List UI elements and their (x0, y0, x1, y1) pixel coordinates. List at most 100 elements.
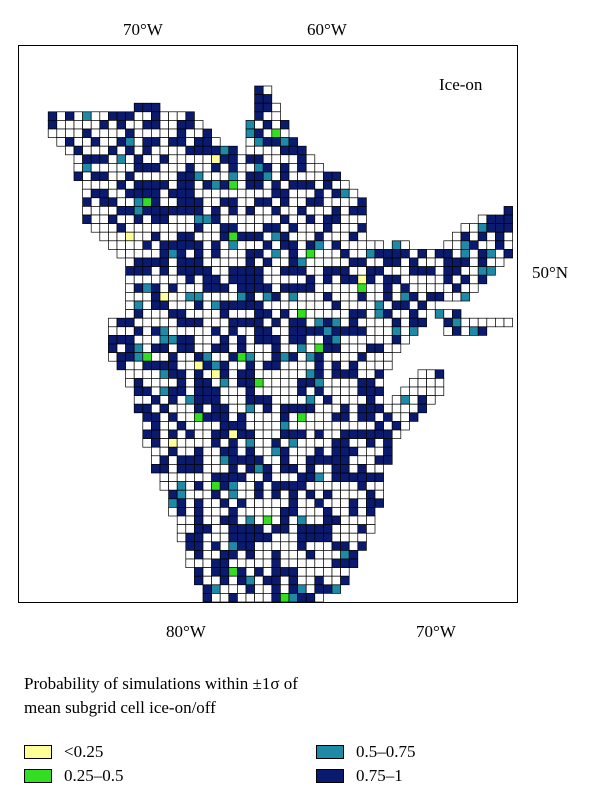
grid-cell (262, 231, 273, 242)
grid-cell (245, 369, 255, 379)
grid-cell (99, 154, 109, 164)
grid-cell (271, 593, 281, 603)
grid-cell (323, 386, 333, 396)
grid-cell (288, 171, 298, 181)
grid-cell (90, 180, 101, 190)
grid-cell (159, 455, 169, 465)
grid-cell (314, 231, 324, 242)
grid-cell (280, 214, 290, 224)
grid-cell (254, 257, 264, 267)
grid-cell (288, 231, 298, 242)
grid-cell (331, 524, 341, 534)
grid-cell (426, 257, 436, 267)
grid-cell (133, 386, 144, 396)
grid-cell (297, 369, 307, 379)
grid-cell (486, 240, 496, 250)
grid-cell (305, 464, 316, 474)
grid-cell (426, 283, 436, 293)
grid-cell (56, 111, 66, 121)
grid-cell (288, 421, 298, 431)
grid-cell (383, 266, 393, 276)
grid-cell (159, 180, 169, 190)
grid-cell (305, 274, 316, 285)
grid-cell (211, 550, 221, 560)
grid-cell (159, 317, 169, 328)
grid-cell (271, 455, 281, 465)
grid-cell (305, 188, 316, 199)
grid-cell (323, 455, 333, 465)
grid-cell (314, 395, 324, 405)
grid-cell (142, 249, 152, 259)
grid-cell (262, 240, 273, 250)
grid-cell (288, 283, 298, 293)
grid-cell (409, 266, 419, 276)
grid-cell (202, 326, 212, 336)
grid-cell (271, 541, 281, 551)
grid-cell (176, 421, 187, 431)
grid-cell (237, 352, 247, 362)
grid-cell (159, 378, 169, 388)
grid-cell (305, 593, 316, 603)
grid-cell (185, 309, 195, 319)
grid-cell (142, 206, 152, 216)
grid-cell (366, 343, 376, 353)
grid-cell (125, 145, 135, 156)
legend-label-025-05: 0.25–0.5 (64, 766, 124, 785)
grid-cell (305, 489, 316, 500)
grid-cell (366, 300, 376, 310)
grid-cell (185, 386, 195, 396)
grid-cell (477, 223, 488, 233)
grid-cell (348, 498, 359, 508)
grid-cell (426, 395, 436, 405)
grid-cell (237, 335, 247, 345)
grid-cell (116, 171, 126, 181)
grid-cell (159, 240, 169, 250)
grid-cell (211, 249, 221, 259)
grid-cell (194, 197, 204, 207)
grid-cell (151, 197, 161, 207)
grid-cell (366, 429, 376, 439)
grid-cell (168, 352, 178, 362)
grid-cell (185, 206, 195, 216)
grid-cell (211, 163, 221, 173)
grid-cell (168, 360, 178, 371)
grid-cell (374, 283, 384, 293)
grid-cell (254, 94, 264, 104)
grid-cell (237, 464, 247, 474)
grid-cell (159, 197, 169, 207)
grid-cell (348, 326, 359, 336)
grid-cell (348, 472, 359, 482)
grid-cell (314, 489, 324, 500)
grid-cell (323, 481, 333, 491)
grid-cell (168, 188, 178, 199)
grid-cell (314, 266, 324, 276)
grid-cell (262, 137, 273, 147)
grid-cell (202, 300, 212, 310)
grid-cell (237, 541, 247, 551)
grid-cell (374, 343, 384, 353)
grid-cell (65, 145, 75, 156)
grid-cell (254, 421, 264, 431)
grid-cell (391, 240, 402, 250)
grid-cell (254, 438, 264, 448)
grid-cell (254, 584, 264, 594)
grid-cell (202, 343, 212, 353)
grid-cell (366, 515, 376, 525)
grid-cell (202, 163, 212, 173)
grid-cell (357, 249, 367, 259)
grid-cell (237, 249, 247, 259)
grid-cell (477, 326, 488, 336)
grid-cell (245, 343, 255, 353)
grid-cell (254, 403, 264, 414)
grid-cell (108, 231, 118, 242)
grid-cell (151, 231, 161, 242)
grid-cell (323, 180, 333, 190)
grid-cell (340, 489, 350, 500)
grid-cell (159, 343, 169, 353)
grid-cell (202, 593, 212, 603)
grid-cell (280, 240, 290, 250)
grid-cell (125, 360, 135, 371)
grid-cell (211, 584, 221, 594)
grid-cell (254, 171, 264, 181)
grid-cell (254, 214, 264, 224)
